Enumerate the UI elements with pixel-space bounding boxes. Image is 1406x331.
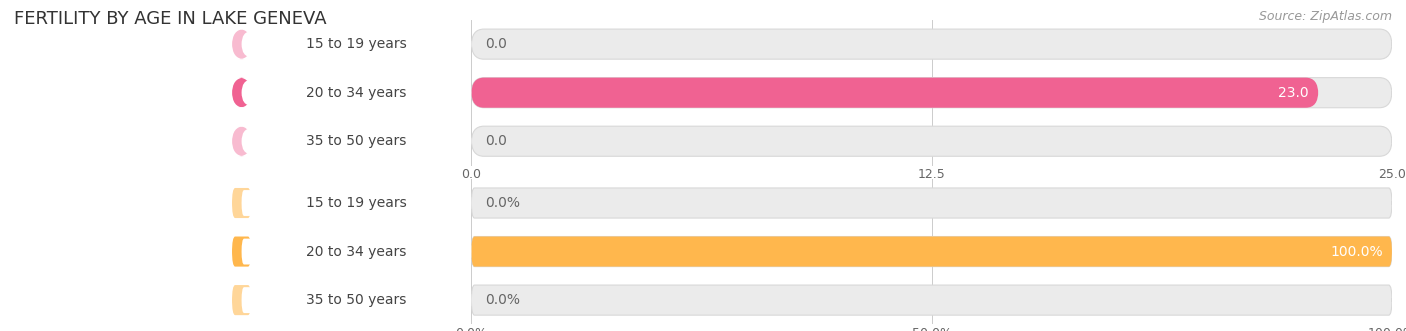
- FancyBboxPatch shape: [232, 78, 252, 108]
- Text: 0.0%: 0.0%: [485, 196, 520, 210]
- Text: FERTILITY BY AGE IN LAKE GENEVA: FERTILITY BY AGE IN LAKE GENEVA: [14, 10, 326, 28]
- FancyBboxPatch shape: [471, 188, 1392, 218]
- FancyBboxPatch shape: [471, 126, 1392, 156]
- Text: 20 to 34 years: 20 to 34 years: [307, 245, 406, 259]
- Text: 15 to 19 years: 15 to 19 years: [307, 196, 406, 210]
- Text: 100.0%: 100.0%: [1330, 245, 1382, 259]
- FancyBboxPatch shape: [242, 239, 471, 264]
- FancyBboxPatch shape: [471, 78, 1319, 108]
- Text: 35 to 50 years: 35 to 50 years: [307, 134, 406, 148]
- Text: 0.0%: 0.0%: [485, 293, 520, 307]
- FancyBboxPatch shape: [242, 190, 471, 216]
- FancyBboxPatch shape: [232, 237, 252, 266]
- FancyBboxPatch shape: [471, 237, 1392, 266]
- FancyBboxPatch shape: [232, 126, 252, 156]
- FancyBboxPatch shape: [232, 188, 252, 218]
- FancyBboxPatch shape: [242, 287, 471, 313]
- FancyBboxPatch shape: [471, 78, 1392, 108]
- FancyBboxPatch shape: [242, 128, 471, 154]
- FancyBboxPatch shape: [242, 31, 471, 57]
- Text: 20 to 34 years: 20 to 34 years: [307, 86, 406, 100]
- Text: 23.0: 23.0: [1278, 86, 1309, 100]
- FancyBboxPatch shape: [232, 285, 252, 315]
- Text: 0.0: 0.0: [485, 37, 508, 51]
- Text: Source: ZipAtlas.com: Source: ZipAtlas.com: [1258, 10, 1392, 23]
- FancyBboxPatch shape: [471, 237, 1392, 266]
- FancyBboxPatch shape: [232, 29, 252, 59]
- Text: 15 to 19 years: 15 to 19 years: [307, 37, 406, 51]
- Text: 0.0: 0.0: [485, 134, 508, 148]
- Text: 35 to 50 years: 35 to 50 years: [307, 293, 406, 307]
- FancyBboxPatch shape: [471, 29, 1392, 59]
- FancyBboxPatch shape: [471, 285, 1392, 315]
- FancyBboxPatch shape: [242, 80, 471, 106]
